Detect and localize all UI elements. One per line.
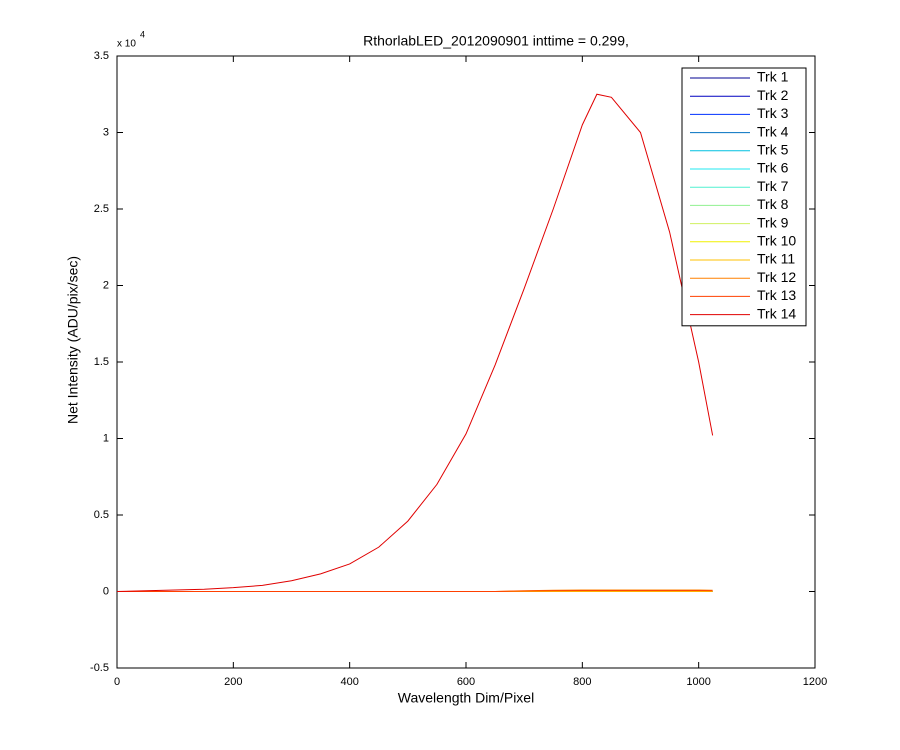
series-line	[116, 93, 714, 592]
y-tick-label: 3	[103, 126, 109, 138]
legend-box	[681, 67, 807, 327]
legend-label: Trk 9	[757, 214, 789, 230]
series-line	[117, 590, 713, 592]
y-tick-label: 2.5	[94, 203, 109, 215]
x-tick-label: 1200	[803, 676, 827, 688]
x-tick-label: 0	[114, 676, 120, 688]
y-tick-label: 2	[103, 279, 109, 291]
y-exponent: 4	[140, 29, 145, 39]
legend-label: Trk 13	[757, 287, 796, 303]
y-axis-label: Net Intensity (ADU/pix/sec)	[65, 256, 81, 424]
legend-label: Trk 12	[757, 269, 796, 285]
legend-label: Trk 5	[757, 142, 789, 158]
y-tick-label: 1.5	[94, 356, 109, 368]
y-tick-label: 0	[103, 585, 109, 597]
chart-title: RthorlabLED_2012090901 inttime = 0.299,	[363, 33, 629, 49]
legend-label: Trk 4	[757, 123, 789, 139]
x-axis-label: Wavelength Dim/Pixel	[398, 690, 534, 706]
y-tick-label: 3.5	[94, 50, 109, 62]
x-tick-label: 200	[224, 676, 242, 688]
x-tick-label: 1000	[686, 676, 710, 688]
x-tick-label: 800	[573, 676, 591, 688]
y-tick-label: 1	[103, 432, 109, 444]
x-tick-label: 600	[457, 676, 475, 688]
y-tick-label: -0.5	[90, 662, 109, 674]
legend-label: Trk 14	[757, 305, 796, 321]
y-tick-label: 0.5	[94, 509, 109, 521]
legend-label: Trk 2	[757, 87, 789, 103]
legend-label: Trk 1	[757, 69, 789, 85]
legend-label: Trk 6	[757, 160, 789, 176]
legend-label: Trk 10	[757, 233, 796, 249]
legend-label: Trk 7	[757, 178, 789, 194]
legend-label: Trk 3	[757, 105, 789, 121]
x-tick-label: 400	[340, 676, 358, 688]
legend-label: Trk 8	[757, 196, 789, 212]
legend-label: Trk 11	[757, 251, 795, 267]
y-multiplier: x 10	[117, 39, 136, 50]
